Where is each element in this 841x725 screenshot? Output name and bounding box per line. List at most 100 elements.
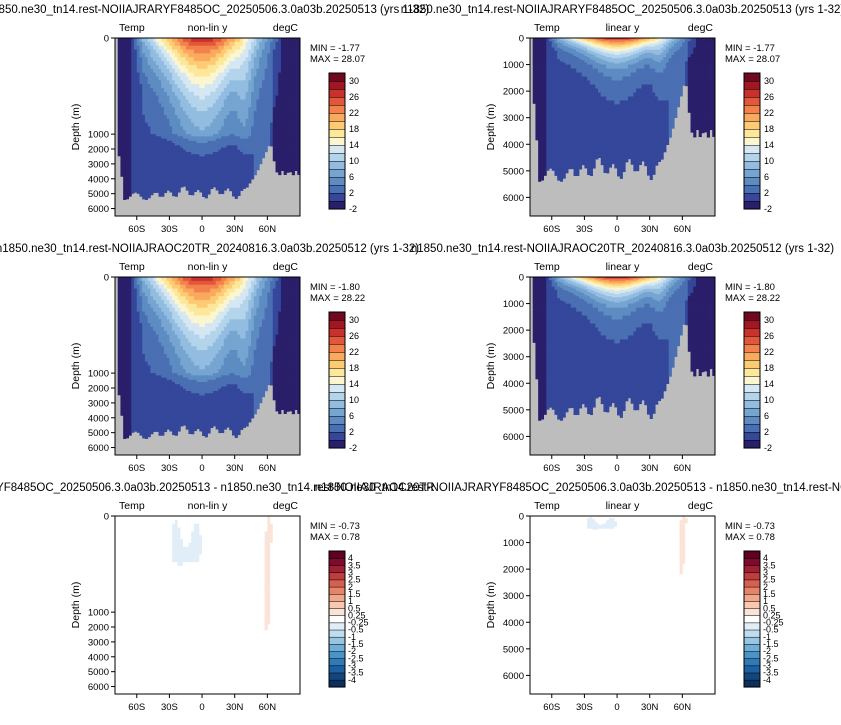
field-cell: [275, 156, 279, 160]
field-cell: [161, 80, 165, 85]
field-cell: [117, 64, 121, 70]
field-cell: [226, 84, 230, 89]
field-cell: [153, 114, 157, 120]
field-cells: [117, 38, 300, 200]
field-cell: [210, 76, 214, 81]
field-cell: [199, 154, 203, 157]
field-cell: [543, 59, 547, 61]
field-cell: [204, 103, 208, 108]
field-cell: [592, 42, 596, 44]
field-cell: [598, 56, 602, 58]
field-cell: [169, 80, 173, 85]
field-cell: [144, 68, 149, 74]
field-cell: [229, 38, 233, 43]
field-cell: [117, 72, 121, 77]
field-cell: [163, 41, 168, 47]
field-cell: [562, 84, 566, 89]
field-cell: [608, 124, 613, 129]
field-cell: [144, 192, 149, 195]
field-cell: [161, 57, 165, 62]
field-cell: [576, 39, 580, 41]
field-cell: [535, 41, 539, 43]
field-cell: [267, 111, 271, 116]
field-cell: [272, 87, 276, 93]
field-cell: [568, 68, 572, 73]
field-cell: [139, 158, 143, 162]
field-cell: [568, 45, 572, 47]
field-cell: [142, 49, 146, 54]
field-cell: [584, 164, 588, 169]
field-cell: [207, 165, 211, 169]
field-cell: [150, 174, 154, 177]
field-cell: [240, 185, 244, 189]
colorbar-swatch: [328, 152, 346, 162]
field-cell: [202, 192, 206, 195]
field-cell: [259, 95, 263, 100]
field-cell: [117, 149, 121, 153]
field-cell: [573, 59, 577, 61]
field-cell: [554, 52, 558, 55]
field-cell: [559, 55, 564, 57]
field-cell: [180, 165, 184, 169]
field-cell: [568, 140, 572, 145]
field-cell: [147, 140, 151, 144]
field-cell: [131, 49, 135, 54]
field-cell: [177, 158, 181, 162]
field-cell: [191, 169, 195, 173]
field-cell: [540, 176, 545, 181]
field-cell: [551, 76, 555, 81]
field-cell: [554, 47, 558, 50]
field-cell: [199, 80, 203, 85]
field-cell: [286, 99, 290, 104]
field-cell: [188, 178, 192, 182]
field-cell: [261, 138, 266, 142]
field-cell: [532, 72, 536, 77]
field-cell: [589, 43, 593, 45]
field-cell: [188, 45, 192, 50]
field-cell: [226, 147, 230, 151]
field-cell: [606, 52, 610, 55]
field-cell: [598, 128, 602, 133]
field-cell: [603, 172, 607, 173]
field-cell: [169, 158, 173, 162]
field-cell: [193, 130, 198, 135]
field-cell: [123, 103, 127, 108]
field-cell: [142, 84, 146, 89]
field-cell: [142, 143, 146, 146]
field-cell: [253, 41, 257, 47]
field-cell: [289, 68, 293, 74]
field-cell: [557, 52, 561, 55]
field-cell: [538, 140, 542, 145]
field-cell: [573, 64, 577, 69]
field-cell: [595, 100, 599, 105]
field-cell: [212, 38, 217, 43]
field-cell: [163, 192, 168, 194]
field-cell: [199, 178, 203, 182]
field-cell: [617, 68, 621, 73]
field-cell: [223, 122, 227, 127]
field-cell: [551, 152, 555, 157]
field-cell: [229, 136, 233, 139]
field-cell: [598, 136, 602, 141]
field-cell: [215, 151, 219, 155]
field-cell: [242, 178, 246, 182]
field-cell: [532, 39, 536, 41]
field-cell: [123, 151, 127, 155]
field-cell: [581, 128, 585, 133]
field-cell: [589, 160, 593, 165]
field-cell: [120, 136, 124, 139]
field-cell: [185, 154, 189, 157]
field-cell: [606, 88, 610, 93]
field-cell: [259, 64, 263, 70]
field-cell: [291, 149, 295, 153]
field-cell: [218, 174, 222, 177]
field-cell: [251, 38, 255, 43]
field-cell: [237, 174, 241, 177]
field-cell: [557, 46, 561, 48]
field-cell: [226, 158, 230, 162]
field-cell: [128, 95, 132, 100]
field-cell: [581, 44, 585, 46]
field-cell: [240, 57, 244, 62]
field-cell: [142, 57, 146, 62]
field-cell: [166, 49, 170, 54]
